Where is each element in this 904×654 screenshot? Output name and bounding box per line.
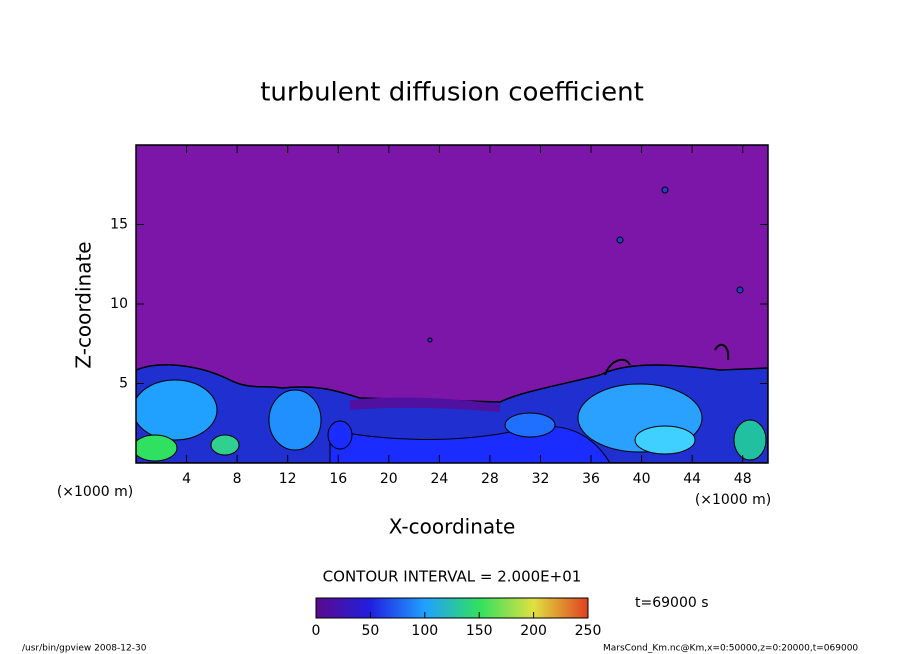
x-tick-label: 8 bbox=[233, 471, 242, 487]
footer-right: MarsCond_Km.nc@Km,x=0:50000,z=0:20000,t=… bbox=[603, 644, 858, 654]
time-label: t=69000 s bbox=[635, 595, 709, 611]
y-axis-label: Z-coordinate bbox=[72, 241, 96, 368]
x-tick-label: 40 bbox=[633, 471, 651, 487]
y-unit: (×1000 m) bbox=[57, 484, 133, 500]
y-tick-label: 15 bbox=[110, 217, 128, 233]
x-tick-label: 4 bbox=[182, 471, 191, 487]
colorbar-tick-label: 200 bbox=[520, 623, 547, 639]
x-unit: (×1000 m) bbox=[695, 492, 771, 508]
chart-title: turbulent diffusion coefficient bbox=[260, 78, 644, 108]
x-tick-label: 36 bbox=[582, 471, 600, 487]
x-tick-label: 28 bbox=[481, 471, 499, 487]
y-tick-label: 5 bbox=[119, 376, 128, 392]
x-tick-label: 32 bbox=[532, 471, 550, 487]
footer-left: /usr/bin/gpview 2008-12-30 bbox=[22, 644, 147, 654]
colorbar-tick-label: 250 bbox=[575, 623, 602, 639]
colorbar-tick-label: 100 bbox=[411, 623, 438, 639]
field bbox=[136, 186, 768, 463]
x-axis-label: X-coordinate bbox=[389, 515, 516, 539]
x-tick-label: 24 bbox=[430, 471, 448, 487]
y-tick-label: 10 bbox=[110, 296, 128, 312]
colorbar-tick-label: 0 bbox=[312, 623, 321, 639]
colorbar-tick-label: 150 bbox=[466, 623, 493, 639]
contour-interval: CONTOUR INTERVAL = 2.000E+01 bbox=[323, 568, 582, 586]
x-tick-label: 44 bbox=[683, 471, 701, 487]
x-tick-label: 48 bbox=[734, 471, 752, 487]
colorbar bbox=[315, 597, 589, 619]
colorbar-tick-label: 50 bbox=[361, 623, 379, 639]
x-tick-label: 16 bbox=[329, 471, 347, 487]
x-tick-label: 20 bbox=[380, 471, 398, 487]
x-tick-label: 12 bbox=[279, 471, 297, 487]
